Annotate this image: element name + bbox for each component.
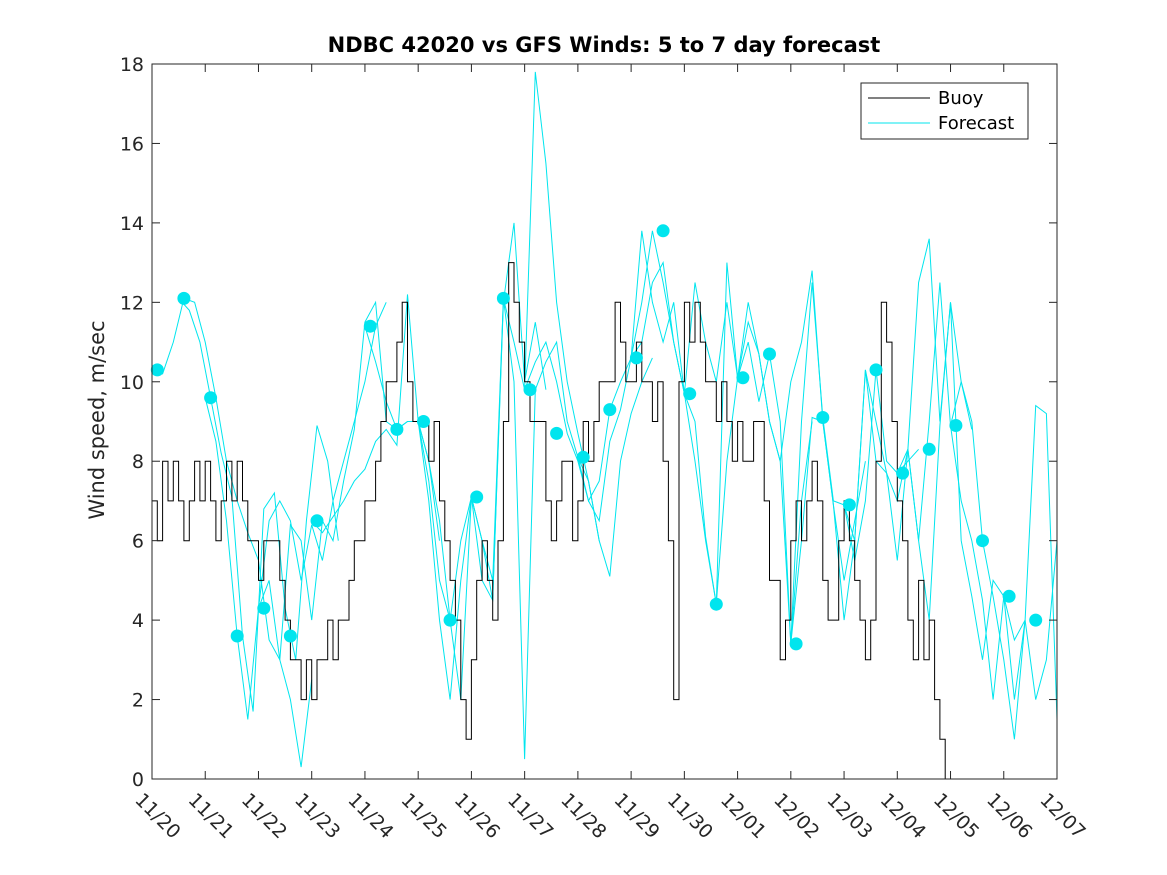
axes-box [151, 63, 1058, 780]
forecast-marker [496, 291, 510, 305]
forecast-marker [869, 363, 883, 377]
legend-buoy-label: Buoy [938, 88, 984, 109]
y-axis-ticks: 0 2 4 6 8 10 12 14 16 18 [120, 54, 1057, 791]
forecast-line-12 [683, 262, 866, 605]
forecast-marker [257, 601, 271, 615]
forecast-marker [763, 347, 776, 361]
forecast-line-5 [311, 294, 472, 700]
axes-background [152, 64, 1057, 779]
y-tick-label: 18 [120, 54, 144, 76]
forecast-marker [789, 637, 803, 651]
y-tick-label: 16 [120, 133, 144, 155]
legend: Buoy Forecast [860, 82, 1029, 140]
forecast-marker [363, 319, 377, 333]
forecast-marker [709, 597, 723, 611]
y-tick-label: 2 [132, 690, 144, 712]
forecast-marker [1002, 589, 1016, 603]
forecast-marker [922, 442, 936, 456]
forecast-marker [550, 426, 564, 440]
legend-forecast-label: Forecast [938, 113, 1014, 134]
forecast-marker [204, 391, 218, 405]
forecast-marker [949, 419, 963, 432]
legend-box [860, 82, 1029, 140]
buoy-line-group [152, 262, 951, 780]
y-tick-label: 12 [120, 292, 144, 314]
chart-title: NDBC 42020 vs GFS Winds: 5 to 7 day fore… [328, 33, 881, 57]
forecast-marker [842, 498, 856, 512]
forecast-line-10 [577, 230, 739, 503]
forecast-marker [150, 363, 164, 377]
y-tick-label: 4 [132, 610, 144, 632]
forecast-marker [443, 613, 457, 627]
forecast-marker [417, 415, 430, 428]
forecast-marker [603, 403, 617, 417]
forecast-line-8 [470, 298, 653, 760]
y-tick-label: 0 [132, 769, 144, 791]
forecast-line-11 [630, 230, 813, 644]
forecast-marker [1029, 613, 1043, 627]
forecast-marker [976, 534, 989, 548]
forecast-marker [816, 411, 830, 424]
forecast-markers [150, 224, 1043, 651]
forecast-line-9 [524, 261, 685, 523]
forecast-marker [523, 383, 537, 397]
forecast-marker [470, 490, 484, 504]
forecast-marker [390, 422, 404, 436]
forecast-marker [576, 450, 590, 464]
forecast-marker [177, 291, 191, 305]
forecast-marker [683, 387, 697, 401]
forecast-marker [629, 351, 643, 365]
forecast-marker [310, 514, 324, 528]
forecast-marker [230, 629, 244, 643]
forecast-marker [656, 224, 670, 238]
forecast-line-13 [737, 282, 919, 644]
buoy-line [152, 262, 951, 780]
y-tick-label: 10 [120, 372, 144, 394]
forecast-marker [283, 629, 297, 643]
forecast-marker [896, 466, 910, 480]
y-tick-label: 14 [120, 213, 144, 235]
y-tick-label: 8 [132, 451, 144, 473]
forecast-marker [736, 371, 750, 385]
forecast-line-15 [843, 282, 1026, 740]
y-axis-label: Wind speed, m/sec [85, 320, 109, 519]
y-tick-label: 6 [132, 531, 144, 553]
